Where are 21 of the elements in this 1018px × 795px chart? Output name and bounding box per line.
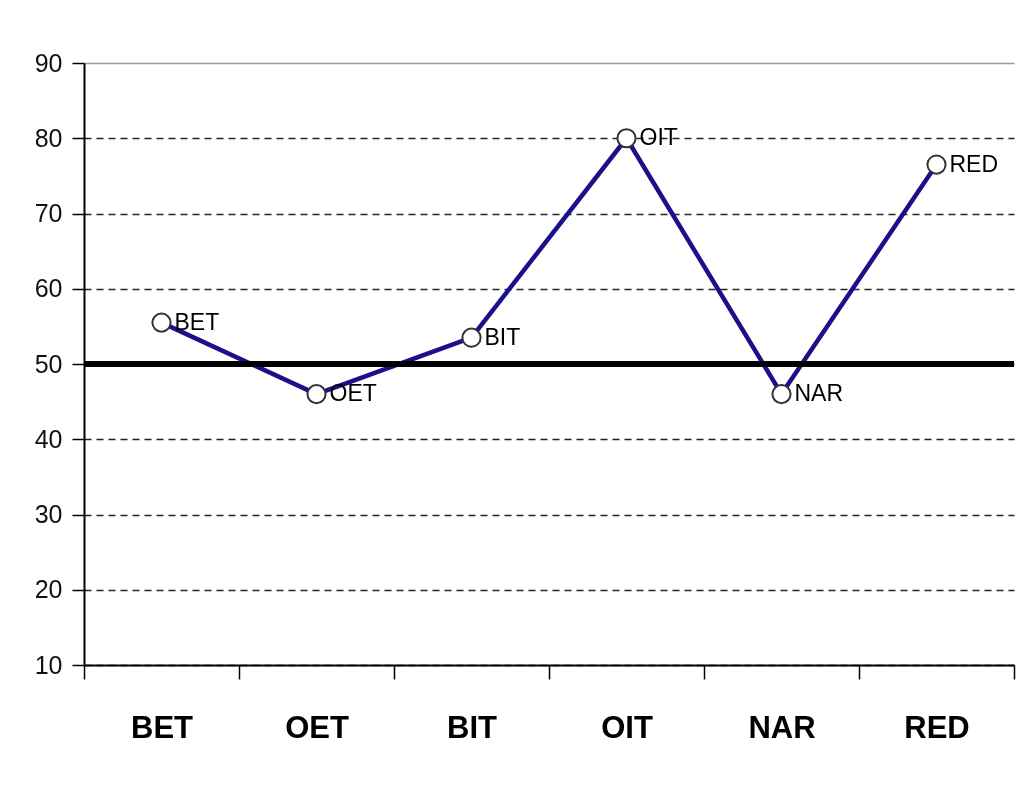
- x-tick-label: NAR: [748, 709, 816, 745]
- y-tick-label: 80: [34, 123, 63, 152]
- x-tick-label: BET: [131, 709, 194, 745]
- y-tick-label: 50: [34, 349, 63, 378]
- annotation: NAR: [794, 380, 844, 407]
- annotation: OET: [329, 380, 377, 407]
- x-tick-label: OET: [285, 709, 349, 745]
- annotation: RED: [949, 150, 999, 177]
- y-tick-label: 10: [34, 650, 63, 679]
- y-tick-label: 60: [34, 274, 63, 303]
- y-tick-label: 70: [34, 199, 63, 227]
- x-tick-label: BIT: [447, 709, 498, 745]
- annotation: OIT: [639, 124, 678, 151]
- y-tick-label: 30: [34, 500, 63, 528]
- y-tick-label: 20: [34, 575, 63, 604]
- y-tick-label: 90: [34, 48, 63, 77]
- x-tick-label: RED: [904, 709, 970, 745]
- annotation: BIT: [484, 323, 521, 350]
- x-tick-label: OIT: [601, 709, 653, 745]
- annotation: BET: [174, 308, 220, 335]
- y-tick-label: 40: [34, 424, 63, 453]
